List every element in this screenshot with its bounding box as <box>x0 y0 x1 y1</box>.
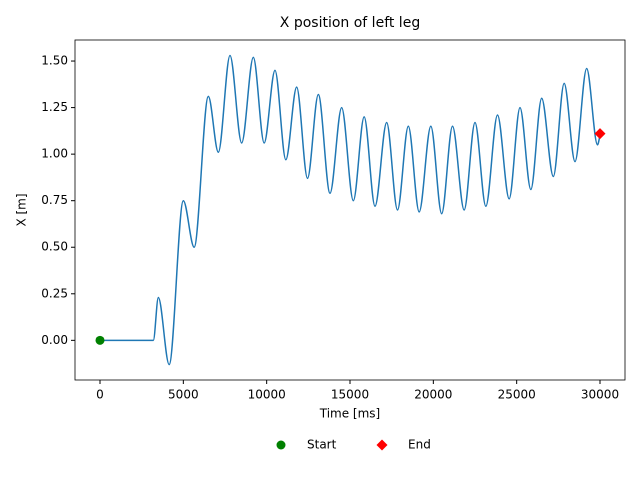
x-tick-label: 25000 <box>498 388 536 402</box>
legend-symbol <box>376 439 388 451</box>
x-tick-label: 15000 <box>331 388 369 402</box>
x-tick-label: 10000 <box>248 388 286 402</box>
marker-circle <box>95 335 105 345</box>
legend-label: End <box>408 438 431 452</box>
y-tick-label: 1.25 <box>41 100 68 114</box>
y-tick-label: 1.50 <box>41 54 68 68</box>
y-tick-label: 0.00 <box>41 333 68 347</box>
x-tick-label: 5000 <box>168 388 199 402</box>
y-axis-label: X [m] <box>15 193 29 226</box>
marker-diamond <box>594 128 606 140</box>
x-tick-label: 30000 <box>581 388 619 402</box>
x-tick-label: 0 <box>96 388 104 402</box>
y-tick-label: 0.25 <box>41 286 68 300</box>
legend-symbol <box>276 440 286 450</box>
plot-frame <box>74 39 626 381</box>
y-tick-label: 0.75 <box>41 193 68 207</box>
x-tick-label: 20000 <box>414 388 452 402</box>
data-line <box>100 54 601 366</box>
legend-label: Start <box>307 438 337 452</box>
chart-title: X position of left leg <box>280 15 420 31</box>
x-axis-label: Time [ms] <box>319 407 381 421</box>
y-tick-label: 0.50 <box>41 240 68 254</box>
y-tick-label: 1.00 <box>41 147 68 161</box>
